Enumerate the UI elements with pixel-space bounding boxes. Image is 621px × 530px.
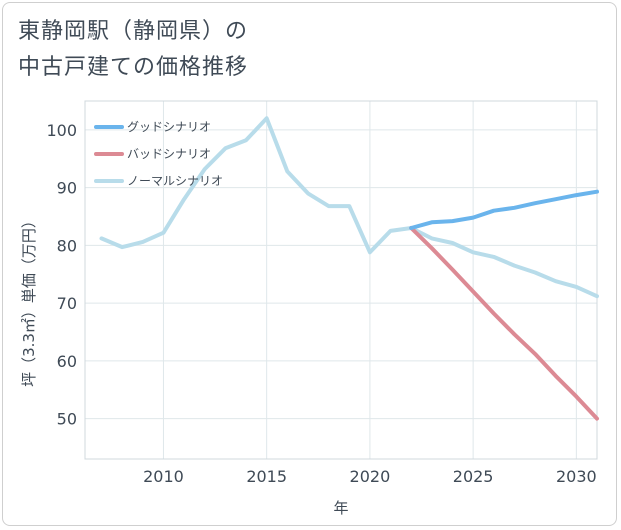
series-line-bad	[409, 226, 599, 421]
series-line-normal	[99, 116, 599, 299]
y-tick-label: 50	[57, 410, 77, 429]
plot-frame	[84, 100, 598, 460]
x-tick-label: 2010	[143, 467, 184, 486]
y-tick-label: 90	[57, 179, 77, 198]
y-axis-label: 坪（3.3㎡）単価（万円）	[20, 213, 38, 387]
y-tick-label: 70	[57, 294, 77, 313]
tick-labels: 50 60 70 80 90 100 2010 2015 2020 2025 2030	[46, 121, 596, 486]
y-tick-label: 100	[46, 121, 77, 140]
x-tick-label: 2030	[556, 467, 597, 486]
y-tick-label: 80	[57, 236, 77, 255]
legend-label: グッドシナリオ	[127, 120, 211, 134]
chart-title-line2: 中古戸建ての価格推移	[18, 55, 249, 80]
series-layer	[99, 116, 599, 421]
chart-title-line1: 東静岡駅（静岡県）の	[18, 19, 249, 44]
legend-label: バッドシナリオ	[127, 147, 211, 161]
x-axis-label: 年	[333, 499, 348, 517]
x-tick-label: 2015	[246, 467, 287, 486]
chart-title: 東静岡駅（静岡県）の 中古戸建ての価格推移	[18, 14, 248, 86]
x-tick-label: 2025	[453, 467, 494, 486]
y-tick-label: 60	[57, 352, 77, 371]
grid-lines	[85, 101, 597, 459]
series-line-good	[409, 189, 599, 230]
legend-label: ノーマルシナリオ	[127, 174, 223, 188]
x-tick-label: 2020	[350, 467, 391, 486]
